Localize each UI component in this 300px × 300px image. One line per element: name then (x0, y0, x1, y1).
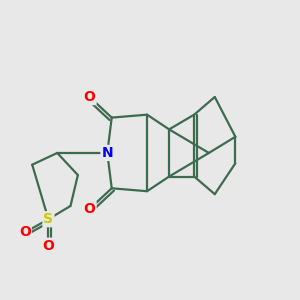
Text: O: O (43, 239, 54, 253)
Text: O: O (19, 225, 31, 239)
Text: O: O (84, 90, 96, 104)
Text: O: O (84, 202, 96, 216)
Text: S: S (44, 212, 53, 226)
Text: N: N (101, 146, 113, 160)
